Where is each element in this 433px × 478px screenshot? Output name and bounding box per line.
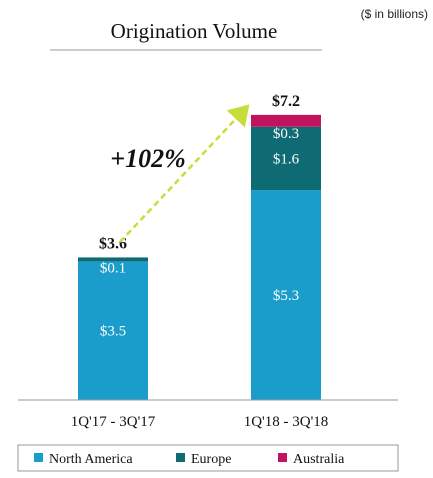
segment-label-europe-2: $1.6 — [273, 151, 300, 167]
growth-label: +102% — [110, 144, 185, 173]
legend-swatch-europe — [176, 453, 185, 462]
bar-segment-north-america-2 — [251, 190, 321, 400]
legend-swatch-north-america — [34, 453, 43, 462]
unit-note: ($ in billions) — [361, 7, 428, 21]
legend-label-north-america: North America — [49, 452, 133, 467]
segment-label-europe-1: $0.1 — [100, 260, 126, 276]
bar-segment-australia-2 — [251, 114, 321, 127]
bar-total-label-2: $7.2 — [272, 93, 300, 110]
segment-label-australia-2: $0.3 — [273, 126, 299, 142]
bar-segment-europe-1 — [78, 257, 148, 262]
bar-total-label-1: $3.6 — [99, 235, 127, 252]
legend-label-europe: Europe — [191, 452, 231, 467]
chart-title: Origination Volume — [111, 19, 278, 43]
legend: North America Europe Australia — [17, 444, 399, 472]
growth-arrow — [119, 104, 250, 243]
segment-label-north-america-2: $5.3 — [273, 288, 299, 304]
legend-swatch-australia — [278, 453, 287, 462]
category-label-1: 1Q'17 - 3Q'17 — [71, 414, 156, 430]
bar-segment-europe-2 — [251, 126, 321, 191]
legend-label-australia: Australia — [293, 452, 345, 467]
category-label-2: 1Q'18 - 3Q'18 — [244, 414, 329, 430]
bars-group: $3.5 $0.1 $3.6 1Q'17 - 3Q'17 $5.3 $1.6 $0.3 $7.… — [71, 93, 329, 430]
legend-frame — [17, 444, 399, 472]
segment-label-north-america-1: $3.5 — [100, 324, 126, 340]
bar-segment-north-america-1 — [78, 261, 148, 400]
